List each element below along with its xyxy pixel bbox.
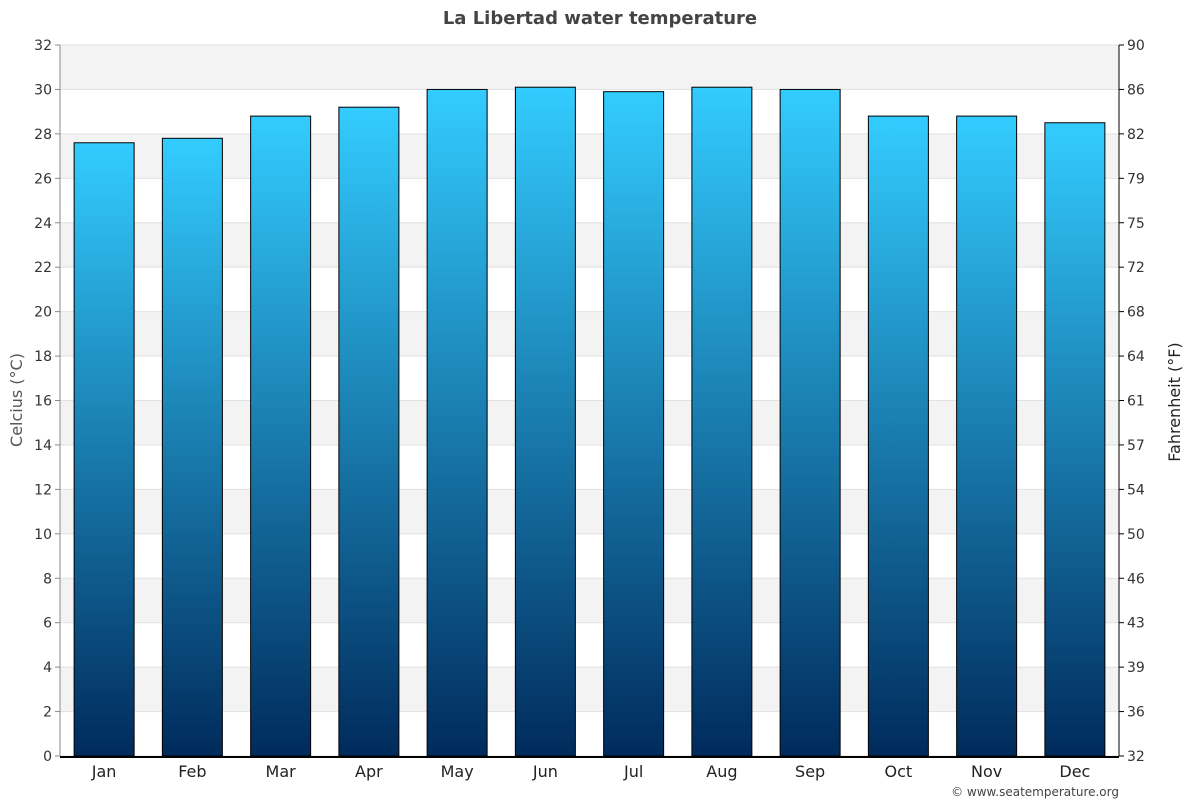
y-tick-label: 22 [34,260,52,276]
y2-tick-label: 50 [1127,527,1145,543]
plot-background-bands [60,45,1119,712]
y2-tick-label: 39 [1127,660,1145,676]
grid-band [60,400,1119,445]
y-tick-label: 4 [43,660,52,676]
bar-dec [1044,122,1106,757]
grid-band [60,45,1119,90]
x-tick-label: Mar [266,762,297,781]
y2-tick-label: 82 [1127,127,1145,143]
y2-tick-label: 36 [1127,705,1145,721]
y2-tick-label: 43 [1127,616,1145,632]
y2-tick-label: 46 [1127,571,1145,587]
y2-tick-label: 64 [1127,349,1145,365]
bar-may [426,88,488,757]
y-tick-label: 20 [34,305,52,321]
y-tick-label: 32 [34,38,52,54]
y2-tick-label: 32 [1127,749,1145,765]
bar-aug [691,86,753,757]
x-tick-label: Jul [623,762,643,781]
grid-band [60,489,1119,534]
grid-band [60,311,1119,357]
y2-tick-label: 86 [1127,82,1145,98]
y2-tick-label: 68 [1127,305,1145,321]
y-tick-label: 28 [34,127,52,143]
bar-jun [514,86,576,757]
x-tick-label: May [441,762,474,781]
bar-jan [73,142,135,757]
y2-tick-label: 90 [1127,38,1145,54]
bar-feb [161,137,223,757]
y2-tick-label: 75 [1127,216,1145,232]
x-tick-label: Jun [532,762,558,781]
y2-axis-label: Fahrenheit (°F) [1165,342,1184,461]
y2-tick-label: 57 [1127,438,1145,454]
grid-band [60,667,1119,712]
y2-tick-label: 61 [1127,394,1145,410]
x-tick-label: Nov [971,762,1002,781]
bar-apr [338,106,400,757]
y-tick-label: 6 [43,616,52,632]
x-tick-label: Feb [178,762,206,781]
x-tick-label: Oct [885,762,913,781]
bars [73,86,1106,757]
credit-text: © www.seatemperature.org [951,785,1119,799]
x-tick-label: Aug [706,762,737,781]
y-tick-label: 12 [34,482,52,498]
y-tick-label: 16 [34,394,52,410]
grid-band [60,222,1119,268]
y2-tick-label: 54 [1127,482,1145,498]
y-axis-label: Celcius (°C) [7,353,26,447]
y-tick-label: 2 [43,705,52,721]
grid-band [60,578,1119,623]
y2-tick-label: 72 [1127,260,1145,276]
chart-title: La Libertad water temperature [443,8,757,29]
y-tick-label: 30 [34,82,52,98]
y-tick-label: 10 [34,527,52,543]
y-tick-label: 18 [34,349,52,365]
y2-tick-label: 79 [1127,171,1145,187]
bar-jul [603,91,665,757]
x-tick-label: Jan [91,762,117,781]
x-tick-label: Sep [795,762,825,781]
y-tick-label: 8 [43,571,52,587]
bar-mar [250,115,312,757]
x-tick-labels: Jan Feb Mar Apr May Jun Jul Aug Sep Oct Nov Dec [91,762,1091,781]
y-tick-label: 24 [34,216,52,232]
y2-tick-labels: 32 36 39 43 46 50 54 57 61 64 68 72 75 79 82 86 90 [1119,38,1145,765]
y-tick-label: 0 [43,749,52,765]
x-tick-label: Dec [1059,762,1090,781]
x-tick-label: Apr [355,762,383,781]
bar-sep [779,88,841,757]
bar-oct [867,115,929,757]
grid-band [60,133,1119,179]
y-tick-label: 26 [34,171,52,187]
y-tick-label: 14 [34,438,52,454]
bar-nov [956,115,1018,757]
